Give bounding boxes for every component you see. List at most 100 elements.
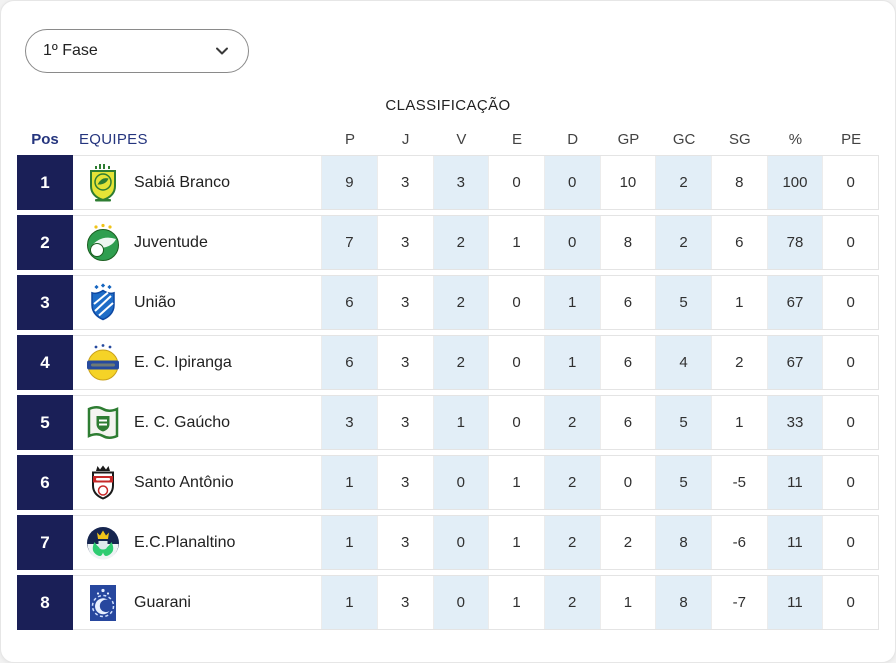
team-name: E. C. Gaúcho xyxy=(134,413,231,431)
stat-cell-j: 3 xyxy=(376,336,433,389)
stat-column-header-gp: GP xyxy=(617,130,640,148)
stat-cell-gc: 4 xyxy=(655,336,711,389)
stat-cell-sg: 8 xyxy=(710,156,767,209)
stat-cell-pct: 33 xyxy=(766,396,823,449)
row-stats: 1 3 0 1 2 2 8 -6 11 0 xyxy=(321,516,878,569)
stat-cell-v: 0 xyxy=(432,576,489,629)
team-cell: Juventude xyxy=(73,216,321,269)
stat-cell-gp: 0 xyxy=(599,456,656,509)
team-cell: E. C. Ipiranga xyxy=(73,336,321,389)
phase-selector[interactable]: 1º Fase xyxy=(25,29,249,73)
table-row[interactable]: 1 Sabiá Branco 9 3 3 0 0 10 2 8 100 0 xyxy=(17,155,879,210)
stat-cell-p: 9 xyxy=(321,156,377,209)
team-name: Sabiá Branco xyxy=(134,173,231,191)
row-stats: 3 3 1 0 2 6 5 1 33 0 xyxy=(321,396,878,449)
stat-cell-gp: 8 xyxy=(599,216,656,269)
stat-cell-j: 3 xyxy=(376,396,433,449)
stat-cell-v: 1 xyxy=(432,396,489,449)
stat-cell-p: 1 xyxy=(321,576,377,629)
stat-cell-gp: 6 xyxy=(599,396,656,449)
row-stats: 6 3 2 0 1 6 5 1 67 0 xyxy=(321,276,878,329)
stat-cell-j: 3 xyxy=(376,576,433,629)
position-badge: 7 xyxy=(17,515,73,570)
guarani-crest xyxy=(83,583,123,623)
team-cell: União xyxy=(73,276,321,329)
team-cell: E. C. Gaúcho xyxy=(73,396,321,449)
stat-cell-gc: 5 xyxy=(655,396,711,449)
stat-cell-gp: 1 xyxy=(599,576,656,629)
stat-cell-pct: 11 xyxy=(766,576,823,629)
table-row[interactable]: 6 Santo Antônio 1 3 0 1 2 0 5 -5 11 0 xyxy=(17,455,879,510)
stat-cell-e: 0 xyxy=(488,336,544,389)
stat-cell-d: 2 xyxy=(543,516,600,569)
teams-column-header: EQUIPES xyxy=(79,130,148,148)
stat-cell-sg: -6 xyxy=(710,516,767,569)
table-header-row: Pos EQUIPES P J V E D GP GC SG% PE xyxy=(17,127,879,151)
stat-cell-d: 0 xyxy=(543,156,600,209)
stat-cell-d: 1 xyxy=(543,336,600,389)
stat-headers: P J V E D GP GC SG% PE xyxy=(322,131,879,148)
team-row-card: Santo Antônio 1 3 0 1 2 0 5 -5 11 0 xyxy=(73,455,879,510)
position-badge: 4 xyxy=(17,335,73,390)
stat-cell-pe: 0 xyxy=(822,456,878,509)
stat-column-header-v: V xyxy=(456,130,467,148)
stat-column-header-gc: GC xyxy=(672,130,696,148)
stat-cell-p: 7 xyxy=(321,216,377,269)
position-badge: 6 xyxy=(17,455,73,510)
stat-cell-gp: 10 xyxy=(599,156,656,209)
stat-column-header-d: D xyxy=(567,130,579,148)
santo-antonio-crest xyxy=(83,463,123,503)
stat-column-header-pct: % xyxy=(788,130,803,148)
stat-cell-e: 0 xyxy=(488,156,544,209)
stat-cell-v: 3 xyxy=(432,156,489,209)
stat-column-header-e: E xyxy=(512,130,523,148)
stat-cell-sg: 2 xyxy=(710,336,767,389)
stat-cell-p: 1 xyxy=(321,456,377,509)
table-row[interactable]: 3 União 6 3 2 0 1 6 5 1 67 0 xyxy=(17,275,879,330)
table-title: CLASSIFICAÇÃO xyxy=(385,97,511,114)
stat-cell-pe: 0 xyxy=(822,516,878,569)
table-row[interactable]: 2 Juventude 7 3 2 1 0 8 2 6 78 0 xyxy=(17,215,879,270)
stat-cell-v: 2 xyxy=(432,216,489,269)
position-badge: 1 xyxy=(17,155,73,210)
stat-cell-j: 3 xyxy=(376,276,433,329)
stat-column-header-p: P xyxy=(344,130,355,148)
stat-cell-e: 1 xyxy=(488,456,544,509)
team-name: Santo Antônio xyxy=(134,473,234,491)
sabia-branco-crest xyxy=(83,163,123,203)
position-badge: 5 xyxy=(17,395,73,450)
stat-cell-pct: 78 xyxy=(766,216,823,269)
standings-rows: 1 Sabiá Branco 9 3 3 0 0 10 2 8 100 0 2 Juventude… xyxy=(17,155,879,630)
team-name: União xyxy=(134,293,176,311)
gaucho-crest xyxy=(83,403,123,443)
stat-cell-sg: 6 xyxy=(710,216,767,269)
standings-table: Pos EQUIPES P J V E D GP GC SG% PE 1 Sabiá Branc… xyxy=(17,127,879,635)
stat-cell-p: 6 xyxy=(321,336,377,389)
phase-selector-value: 1º Fase xyxy=(43,42,98,59)
stat-cell-sg: -7 xyxy=(710,576,767,629)
stat-cell-d: 2 xyxy=(543,396,600,449)
team-cell: E.C.Planaltino xyxy=(73,516,321,569)
table-row[interactable]: 4 E. C. Ipiranga 6 3 2 0 1 6 4 2 67 0 xyxy=(17,335,879,390)
stat-cell-gp: 6 xyxy=(599,336,656,389)
team-row-card: E. C. Gaúcho 3 3 1 0 2 6 5 1 33 0 xyxy=(73,395,879,450)
team-name: Juventude xyxy=(134,233,208,251)
row-stats: 6 3 2 0 1 6 4 2 67 0 xyxy=(321,336,878,389)
team-row-card: E. C. Ipiranga 6 3 2 0 1 6 4 2 67 0 xyxy=(73,335,879,390)
stat-cell-j: 3 xyxy=(376,516,433,569)
stat-cell-gc: 2 xyxy=(655,216,711,269)
stat-cell-pe: 0 xyxy=(822,276,878,329)
table-row[interactable]: 7 E.C.Planaltino 1 3 0 1 2 2 8 -6 11 0 xyxy=(17,515,879,570)
stat-cell-j: 3 xyxy=(376,456,433,509)
stat-cell-gp: 2 xyxy=(599,516,656,569)
row-stats: 7 3 2 1 0 8 2 6 78 0 xyxy=(321,216,878,269)
stat-cell-p: 6 xyxy=(321,276,377,329)
position-badge: 8 xyxy=(17,575,73,630)
table-row[interactable]: 8 Guarani 1 3 0 1 2 1 8 -7 11 0 xyxy=(17,575,879,630)
table-row[interactable]: 5 E. C. Gaúcho 3 3 1 0 2 6 5 1 33 0 xyxy=(17,395,879,450)
stat-cell-gc: 5 xyxy=(655,276,711,329)
team-name: E. C. Ipiranga xyxy=(134,353,232,371)
team-cell: Santo Antônio xyxy=(73,456,321,509)
stat-cell-gc: 2 xyxy=(655,156,711,209)
